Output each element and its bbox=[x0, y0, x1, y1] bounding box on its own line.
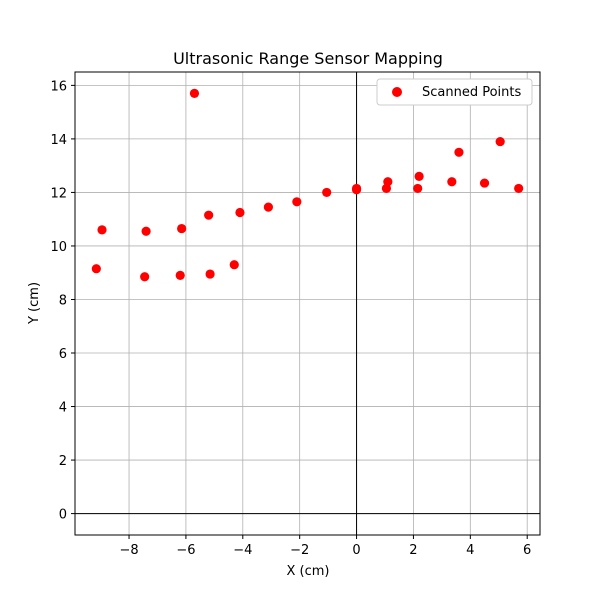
legend-label: Scanned Points bbox=[422, 85, 522, 100]
scanned-point bbox=[351, 183, 362, 194]
y-tick-label: 14 bbox=[50, 133, 67, 148]
scanned-point bbox=[177, 223, 187, 234]
y-tick-label: 16 bbox=[50, 79, 67, 94]
scanned-point bbox=[175, 270, 185, 280]
scanned-point bbox=[322, 187, 332, 198]
scanned-point bbox=[454, 147, 464, 157]
scanned-point bbox=[479, 178, 490, 188]
scanned-point bbox=[229, 260, 239, 270]
scanned-point bbox=[414, 171, 424, 181]
y-tick-label: 8 bbox=[59, 293, 67, 308]
legend: Scanned Points bbox=[376, 78, 533, 106]
y-tick-label: 10 bbox=[50, 240, 67, 255]
y-tick-label: 12 bbox=[50, 186, 67, 201]
scanned-point bbox=[91, 264, 101, 274]
scanned-point bbox=[514, 183, 524, 194]
x-tick-label: −8 bbox=[119, 543, 138, 558]
y-axis-label: Y (cm) bbox=[27, 282, 42, 325]
scanned-point bbox=[235, 207, 245, 218]
scanned-point bbox=[447, 177, 457, 187]
x-tick-label: −4 bbox=[233, 543, 252, 558]
data-points bbox=[91, 88, 524, 282]
y-axis-ticks: 0 2 4 6 8 10 12 14 16 bbox=[50, 79, 75, 523]
x-tick-label: −6 bbox=[176, 543, 195, 558]
scanned-point bbox=[292, 197, 302, 207]
scanned-point bbox=[141, 226, 151, 236]
scanned-point bbox=[205, 269, 215, 279]
scanned-point bbox=[413, 183, 423, 194]
x-tick-label: 6 bbox=[523, 543, 531, 558]
scanned-point bbox=[263, 202, 273, 212]
x-tick-label: −2 bbox=[290, 543, 309, 558]
legend-box bbox=[376, 78, 533, 106]
chart-title: Ultrasonic Range Sensor Mapping bbox=[173, 49, 443, 68]
zero-lines bbox=[75, 72, 540, 535]
scanned-point bbox=[495, 136, 505, 147]
y-tick-label: 6 bbox=[59, 347, 67, 362]
y-tick-label: 2 bbox=[59, 454, 67, 469]
scanned-point bbox=[189, 88, 200, 99]
scanned-point bbox=[140, 272, 150, 282]
y-tick-label: 4 bbox=[59, 401, 67, 416]
x-tick-label: 4 bbox=[466, 543, 474, 558]
scanned-point bbox=[204, 210, 214, 220]
scanned-point bbox=[383, 177, 393, 187]
x-axis-ticks: −8 −6 −4 −2 0 2 4 6 bbox=[119, 535, 531, 558]
y-tick-label: 0 bbox=[59, 508, 67, 523]
plot-frame bbox=[74, 71, 541, 536]
scanned-point bbox=[97, 225, 107, 235]
x-axis-label: X (cm) bbox=[287, 564, 330, 579]
x-tick-label: 2 bbox=[409, 543, 417, 558]
legend-marker bbox=[392, 87, 402, 97]
x-tick-label: 0 bbox=[352, 543, 360, 558]
